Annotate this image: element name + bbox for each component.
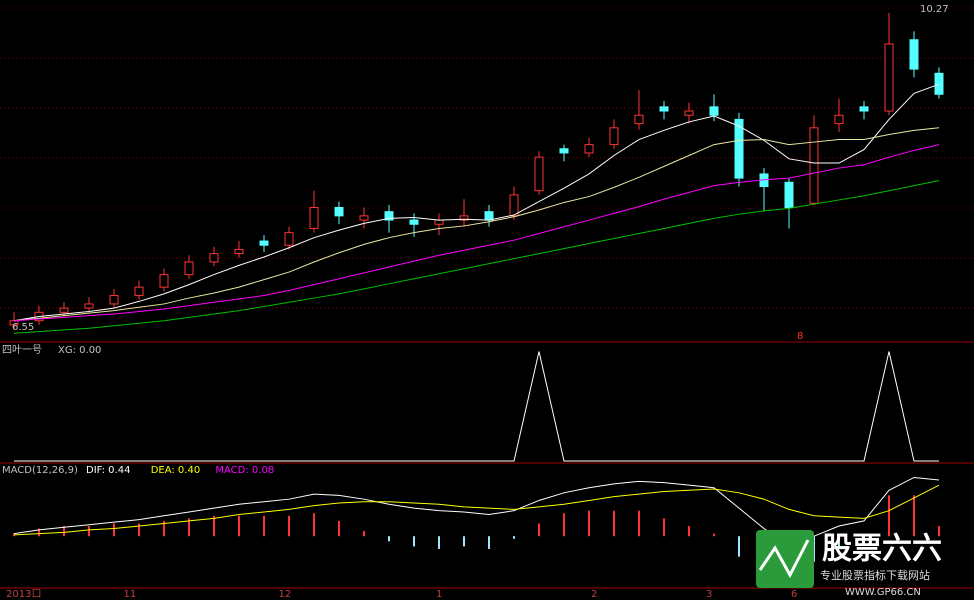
- watermark-url: WWW.GP66.CN: [845, 587, 921, 598]
- candle-body: [684, 110, 694, 116]
- moving-average: [13, 127, 940, 322]
- x-tick-label: 1: [436, 589, 442, 600]
- candle-body: [659, 106, 669, 112]
- candle-body: [484, 211, 494, 221]
- candle-body: [334, 206, 344, 217]
- candle-body: [809, 127, 819, 204]
- x-tick-label: 2: [591, 589, 597, 600]
- watermark-title: 股票六六: [822, 532, 942, 567]
- candle-body: [709, 106, 719, 116]
- indicator-line: [14, 351, 939, 462]
- moving-average: [13, 180, 940, 334]
- candle-body: [84, 303, 94, 309]
- candle-body: [734, 118, 744, 179]
- legend-entry: MACD: 0.08: [215, 465, 274, 476]
- x-tick-label: 12: [279, 589, 292, 600]
- legend-entry: DIF: 0.44: [86, 465, 130, 476]
- x-tick-label: 6: [791, 589, 797, 600]
- candle-body: [534, 156, 544, 192]
- annotation: 8: [797, 331, 803, 342]
- candle-body: [859, 106, 869, 112]
- candle-body: [134, 286, 144, 297]
- candle-body: [509, 194, 519, 217]
- x-tick-label: 2013口: [6, 589, 41, 600]
- candle-body: [309, 206, 319, 229]
- panel-title: MACD(12,26,9): [2, 465, 78, 476]
- candle-body: [784, 181, 794, 208]
- moving-average: [13, 144, 940, 322]
- legend-entry: DEA: 0.40: [151, 465, 201, 476]
- x-tick-label: 11: [124, 589, 137, 600]
- watermark-subtitle: 专业股票指标下载网站: [820, 568, 930, 582]
- candle-body: [234, 248, 244, 255]
- logo-mark: [758, 539, 810, 579]
- candle-body: [184, 261, 194, 276]
- macd-line: [13, 484, 940, 536]
- candle-body: [109, 295, 119, 305]
- candle-body: [259, 240, 269, 246]
- candle-body: [359, 215, 369, 221]
- candle-body: [284, 232, 294, 246]
- logo: [756, 530, 814, 588]
- candle-body: [634, 114, 644, 125]
- candle-body: [159, 274, 169, 288]
- watermark: 股票六六 专业股票指标下载网站 WWW.GP66.CN: [756, 530, 942, 598]
- candle-body: [834, 114, 844, 125]
- candle-body: [434, 219, 444, 225]
- candle-body: [884, 43, 894, 112]
- panel-title: 四叶一号: [2, 344, 42, 356]
- candle-body: [459, 215, 469, 221]
- candle-body: [909, 39, 919, 70]
- candle-body: [384, 211, 394, 221]
- x-tick-label: 3: [706, 589, 712, 600]
- candle-body: [934, 72, 944, 95]
- candle-body: [59, 307, 69, 313]
- candle-body: [409, 219, 419, 225]
- candle-body: [209, 253, 219, 263]
- high-label: 10.27: [920, 4, 949, 15]
- candle-body: [584, 144, 594, 154]
- legend-entry: XG: 0.00: [58, 345, 101, 356]
- low-label: 6.55: [12, 322, 34, 333]
- candle-body: [609, 127, 619, 146]
- moving-average: [13, 83, 940, 322]
- candle-body: [559, 148, 569, 154]
